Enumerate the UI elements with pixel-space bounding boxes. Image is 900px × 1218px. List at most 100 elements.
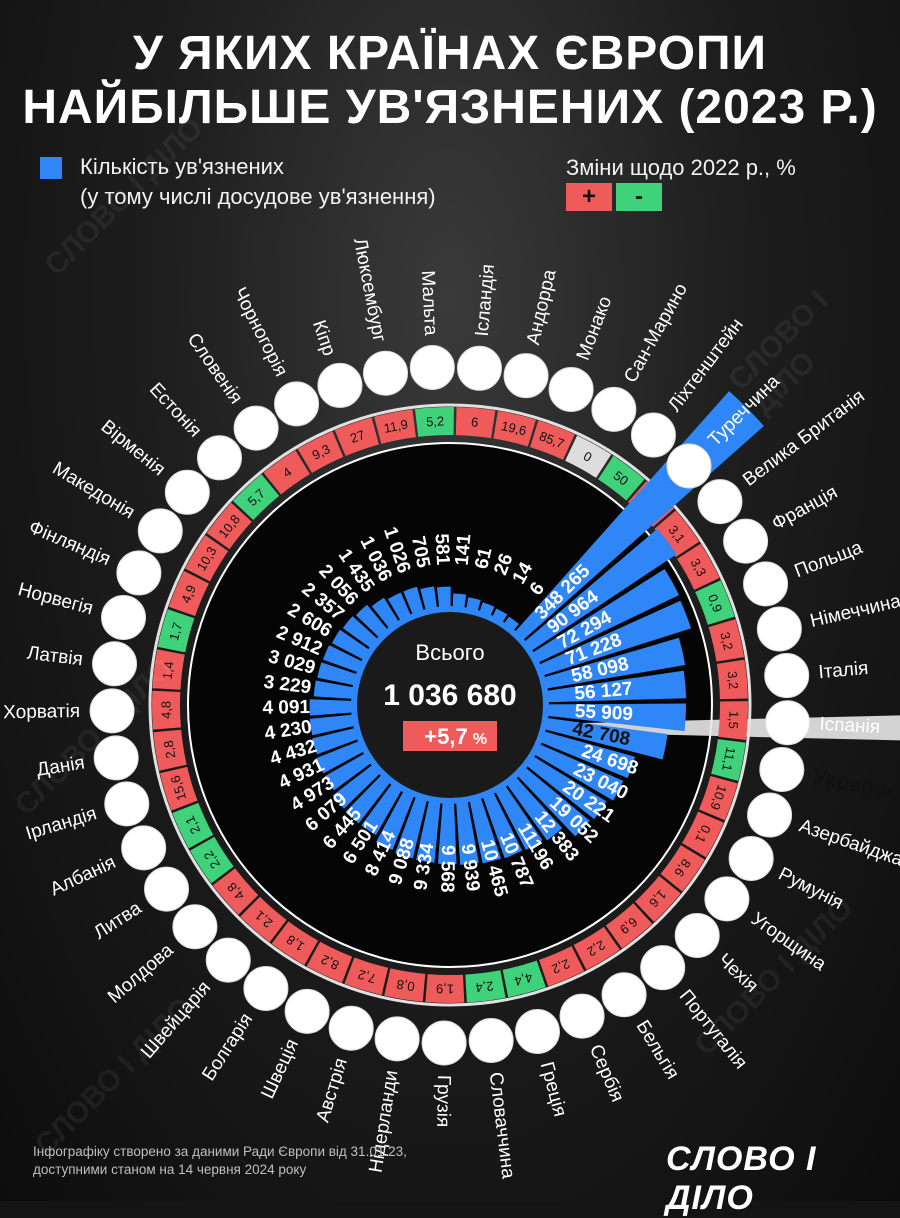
bar — [530, 742, 624, 801]
country-label: Сан-Марино — [620, 280, 692, 387]
country-label: Кіпр — [308, 318, 340, 359]
change-segment — [189, 836, 234, 884]
flag-icon — [328, 1005, 374, 1051]
change-label: 15,6 — [168, 774, 190, 803]
bar — [309, 699, 358, 716]
bar — [316, 739, 369, 774]
change-segment — [168, 570, 209, 616]
country-label: Фінляндія — [26, 517, 114, 570]
change-label: 3,2 — [717, 631, 736, 652]
country-label: Андорра — [523, 267, 561, 347]
country-label: Бельгія — [632, 1017, 683, 1083]
country-label: Франція — [769, 482, 842, 535]
total-change-badge — [403, 721, 497, 751]
change-label: 8,2 — [319, 952, 342, 973]
flag-icon — [704, 876, 750, 922]
bar — [342, 616, 382, 651]
footnote-line-1: Інфографіку створено за даними Ради Євро… — [33, 1144, 407, 1159]
change-segment — [573, 926, 620, 970]
flag-icon — [630, 412, 676, 458]
change-label: 1,9 — [436, 981, 454, 996]
outer-ring-border — [148, 403, 752, 1007]
flag-icon — [101, 595, 147, 641]
change-segment — [306, 941, 353, 983]
change-segment — [185, 535, 229, 582]
flag-icon — [164, 469, 210, 515]
country-label: Латвія — [26, 643, 84, 671]
country-label: Хорватія — [3, 701, 80, 723]
change-segment — [654, 510, 700, 557]
change-segment — [159, 766, 198, 811]
change-label: 4,8 — [158, 701, 173, 719]
flag-icon — [144, 866, 190, 912]
flag-icon — [666, 443, 712, 489]
bar — [324, 750, 376, 791]
flag-icon — [468, 1017, 514, 1063]
bar — [539, 637, 686, 690]
change-segment — [374, 409, 416, 444]
bar — [437, 797, 457, 865]
change-label: 2,8 — [161, 739, 179, 759]
country-label: Швеція — [257, 1036, 303, 1102]
country-label: Македонія — [49, 458, 139, 523]
change-segment — [677, 543, 720, 590]
legend-count-swatch — [40, 157, 62, 179]
center-hub — [351, 606, 549, 804]
bar — [522, 753, 607, 820]
legend-count-sublabel: (у тому числі досудове ув'язнення) — [80, 184, 436, 209]
country-label: Словаччина — [485, 1071, 519, 1180]
change-label: 0,8 — [395, 977, 415, 995]
country-label: Італія — [818, 658, 870, 683]
change-segment — [530, 420, 575, 460]
change-segment — [698, 776, 738, 821]
flag-icon — [172, 904, 218, 950]
page-title-line-2: НАЙБІЛЬШЕ УВ'ЯЗНЕНИХ (2023 Р.) — [22, 81, 878, 134]
bar — [540, 717, 668, 760]
flag-icon — [674, 913, 720, 959]
flag-icon — [601, 972, 647, 1018]
total-change-unit: % — [473, 731, 487, 748]
country-label: Словенія — [183, 330, 247, 408]
bar — [514, 764, 590, 837]
country-label: Албанія — [47, 852, 119, 901]
country-label: Ісландія — [472, 263, 499, 337]
country-label: Монако — [573, 293, 617, 363]
flag-icon — [503, 353, 549, 399]
value-label: 141 — [452, 533, 476, 567]
bar — [395, 792, 429, 859]
flag-icon — [756, 606, 802, 652]
flag-icon — [697, 479, 743, 525]
bar — [345, 771, 394, 824]
flag-icon — [89, 688, 135, 734]
change-label: 3,2 — [725, 671, 742, 690]
bar — [520, 528, 677, 654]
change-segment — [682, 811, 724, 858]
flag-icon — [317, 362, 363, 408]
country-label: Мальта — [417, 270, 441, 337]
change-label: 0,1 — [692, 822, 714, 845]
change-label: 2,2 — [550, 956, 573, 977]
flag-icon — [456, 345, 502, 391]
bar — [493, 781, 543, 850]
flag-icon — [363, 350, 409, 396]
value-label: 9 568 — [436, 845, 458, 893]
flag-icon — [284, 988, 330, 1034]
country-label: Польща — [792, 537, 866, 582]
flag-icon — [728, 835, 774, 881]
flag-icon — [764, 653, 810, 699]
country-label: Австрія — [313, 1056, 352, 1125]
change-label: 11,1 — [719, 746, 738, 773]
bar — [375, 786, 416, 850]
change-segment — [172, 802, 214, 849]
bar — [468, 793, 501, 864]
change-segment — [157, 609, 195, 653]
bar — [317, 662, 362, 687]
value-label: 55 909 — [574, 701, 633, 725]
bar — [542, 670, 687, 703]
flag-icon — [374, 1016, 420, 1062]
flag-icon — [104, 781, 150, 827]
change-segment — [455, 407, 496, 439]
change-segment — [297, 431, 344, 473]
bar — [312, 726, 363, 755]
